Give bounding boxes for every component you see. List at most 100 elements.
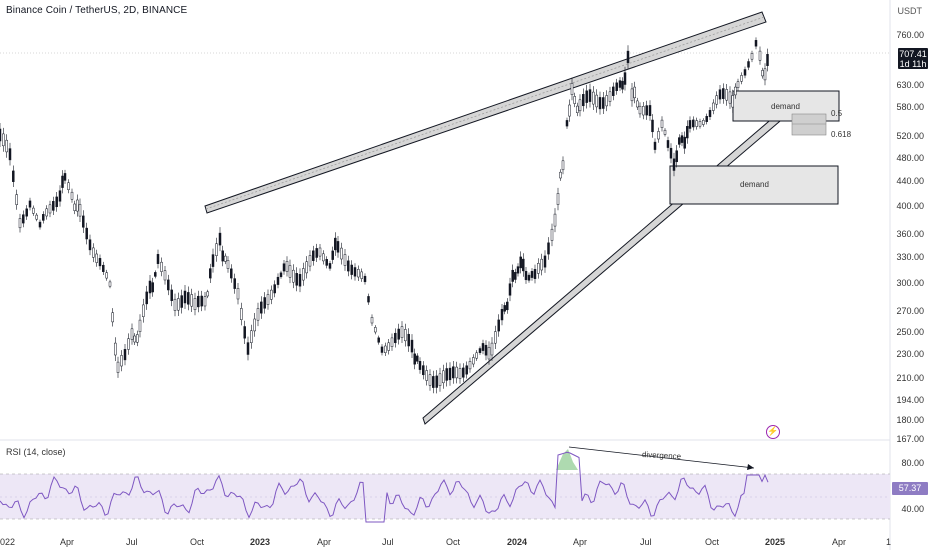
candle-body xyxy=(209,268,212,279)
candle-body xyxy=(167,279,170,291)
currency-label: USDT xyxy=(897,6,923,16)
candle-body xyxy=(142,304,145,317)
candle-body xyxy=(636,100,639,108)
candle-body xyxy=(312,250,315,261)
candle-body xyxy=(58,190,62,202)
candle-body xyxy=(686,126,689,139)
fib-level-05: 0.5 xyxy=(831,109,843,118)
candle-body xyxy=(766,54,769,66)
candle-body xyxy=(70,191,74,200)
candle-body xyxy=(374,327,377,333)
candle-body xyxy=(318,247,322,257)
candle-body xyxy=(418,361,422,370)
rsi-title[interactable]: RSI (14, close) xyxy=(6,447,66,457)
time-tick: Oct xyxy=(446,537,461,547)
candle-body xyxy=(52,201,55,211)
candle-body xyxy=(82,215,85,228)
candle-body xyxy=(236,288,240,300)
candle-body xyxy=(478,348,482,353)
candle-body xyxy=(397,328,400,340)
candle-body xyxy=(651,119,654,133)
candle-body xyxy=(452,366,455,379)
candle-body xyxy=(123,349,127,361)
candle-body xyxy=(754,40,758,47)
candle-body xyxy=(282,263,286,272)
candle-body xyxy=(608,91,612,102)
candle-body xyxy=(516,266,520,274)
candle-body xyxy=(468,361,472,370)
candle-body xyxy=(623,72,627,85)
candle-body xyxy=(8,148,12,161)
price-tick: 520.00 xyxy=(896,131,924,141)
price-tick: 210.00 xyxy=(896,373,924,383)
candle-body xyxy=(500,309,504,321)
candle-body xyxy=(550,228,554,241)
candle-body xyxy=(246,342,250,355)
candle-body xyxy=(76,199,79,212)
candle-body xyxy=(88,239,92,251)
candle-body xyxy=(578,99,582,112)
candle-body xyxy=(553,213,557,227)
candle-body xyxy=(638,105,642,115)
candle-body xyxy=(302,268,305,281)
candle-body xyxy=(200,295,203,307)
candle-body xyxy=(18,218,22,229)
candle-body xyxy=(725,89,728,101)
demand-label-lower: demand xyxy=(740,180,769,189)
candle-body xyxy=(298,274,302,287)
candle-body xyxy=(490,342,494,356)
candle-body xyxy=(250,330,253,343)
candle-body xyxy=(211,254,215,267)
fib-zone xyxy=(791,113,827,136)
candle-body xyxy=(648,105,652,116)
candle-body xyxy=(78,204,82,217)
candle-body xyxy=(163,270,167,281)
candle-body xyxy=(465,365,468,375)
candle-body xyxy=(750,53,754,60)
candle-body xyxy=(588,89,592,102)
candle-body xyxy=(422,365,425,376)
time-tick: Jul xyxy=(382,537,394,547)
lightning-icon[interactable]: ⚡ xyxy=(766,425,780,439)
price-tick: 180.00 xyxy=(896,415,924,425)
demand-label-upper: demand xyxy=(771,102,800,111)
candle-body xyxy=(692,119,695,128)
candle-body xyxy=(472,357,475,365)
lower-trendline-channel xyxy=(422,109,787,425)
candle-body xyxy=(363,275,367,283)
candle-body xyxy=(98,258,102,267)
time-tick: Jul xyxy=(126,537,138,547)
price-tick: 630.00 xyxy=(896,80,924,90)
candle-body xyxy=(390,337,394,347)
candle-body xyxy=(630,88,634,102)
candle-body xyxy=(133,335,136,343)
price-tick: 250.00 xyxy=(896,327,924,337)
time-tick: Apr xyxy=(60,537,75,547)
time-tick: Oct xyxy=(705,537,720,547)
candle-body xyxy=(462,367,465,378)
candle-body xyxy=(519,256,522,269)
price-tick: 270.00 xyxy=(896,306,924,316)
candle-body xyxy=(763,68,767,81)
candle-body xyxy=(633,86,636,99)
candle-body xyxy=(353,267,357,277)
price-tick: 580.00 xyxy=(896,102,924,112)
price-tick: 300.00 xyxy=(896,278,924,288)
candle-body xyxy=(602,97,605,109)
time-tick: 2025 xyxy=(765,537,786,547)
candle-body xyxy=(758,50,762,61)
candle-body xyxy=(197,295,200,308)
last-price-value: 707.41 xyxy=(899,49,927,59)
candle-body xyxy=(347,260,350,272)
candle-body xyxy=(561,160,565,171)
candle-body xyxy=(712,102,715,111)
candle-body xyxy=(148,280,152,294)
candle-body xyxy=(582,94,585,107)
candle-body xyxy=(511,269,514,282)
candle-body xyxy=(377,337,380,343)
time-tick: 022 xyxy=(0,537,16,547)
candle-body xyxy=(160,261,163,272)
candle-body xyxy=(573,96,576,104)
candle-body xyxy=(260,301,263,314)
